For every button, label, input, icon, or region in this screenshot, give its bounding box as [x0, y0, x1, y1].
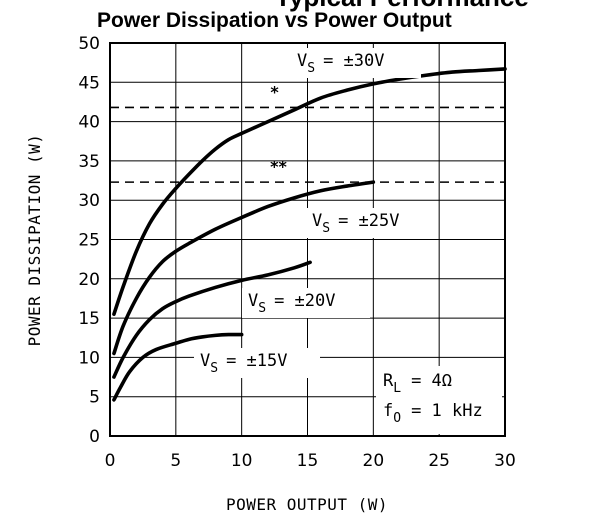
series-line [112, 180, 376, 356]
y-tick-label: 0 [89, 427, 100, 447]
curve-label: VS = ±15V [200, 351, 288, 376]
header-cut-text: Typical Performance [275, 0, 529, 12]
curve-label-bg [306, 208, 436, 238]
series-line [112, 67, 507, 316]
tick-labels: 0 5 10 15 20 25 30 0 5 10 15 20 25 30 35 40 45 50 [78, 34, 515, 471]
plot-frame [109, 42, 506, 437]
curve-labels: VS = ±30V VS = ±25V VS = ±20V VS = ±15V RL = 4Ω fO… [194, 48, 502, 434]
curve-label: VS = ±20V [248, 291, 336, 316]
y-tick-label: 45 [78, 73, 100, 93]
y-tick-label: 25 [78, 231, 100, 251]
curve-label: VS = ±25V [312, 211, 400, 236]
curve-label: VS = ±30V [297, 51, 385, 76]
y-tick-label: 30 [78, 191, 100, 211]
series-line [112, 332, 244, 402]
x-tick-label: 20 [363, 451, 385, 471]
curve-label-bg [242, 288, 370, 318]
x-axis-label: POWER OUTPUT (W) [226, 495, 388, 514]
condition-text: fO = 1 kHz [383, 401, 483, 426]
condition-text: RL = 4Ω [383, 371, 452, 396]
x-tick-label: 10 [231, 451, 253, 471]
x-tick-label: 5 [170, 451, 181, 471]
reference-marker: ** [270, 157, 287, 176]
y-tick-label: 50 [78, 34, 100, 54]
curve-label-bg [194, 348, 320, 378]
series-line [112, 260, 312, 379]
y-tick-label: 15 [78, 309, 100, 329]
x-tick-label: 25 [428, 451, 450, 471]
y-tick-label: 20 [78, 270, 100, 290]
reference-marker: * [270, 82, 279, 101]
y-tick-label: 5 [89, 388, 100, 408]
y-tick-label: 40 [78, 113, 100, 133]
conditions-box [376, 366, 502, 434]
x-tick-label: 15 [297, 451, 319, 471]
reference-lines: *** [110, 82, 505, 183]
y-tick-label: 10 [78, 348, 100, 368]
y-tick-label: 35 [78, 152, 100, 172]
y-axis-label: POWER DISSIPATION (W) [25, 134, 44, 347]
curve-label-bg [291, 48, 421, 78]
x-tick-label: 30 [494, 451, 516, 471]
chart-title: Power Dissipation vs Power Output [97, 9, 452, 32]
x-tick-label: 0 [105, 451, 116, 471]
